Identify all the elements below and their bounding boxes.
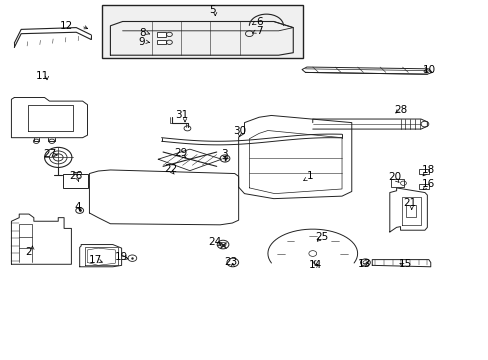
Text: 7: 7	[255, 26, 262, 36]
Circle shape	[313, 260, 320, 265]
Text: 12: 12	[60, 21, 73, 31]
Bar	[157, 40, 165, 44]
Bar	[157, 32, 165, 37]
Text: 29: 29	[174, 148, 187, 158]
Text: 19: 19	[115, 252, 128, 262]
Text: 16: 16	[421, 179, 434, 189]
Text: 4: 4	[74, 202, 81, 212]
Text: 23: 23	[224, 257, 237, 267]
Text: 27: 27	[43, 149, 56, 159]
Bar	[63, 174, 88, 188]
Bar	[406, 205, 415, 217]
Text: 25: 25	[314, 232, 327, 242]
Bar	[418, 184, 428, 189]
Text: 28: 28	[393, 105, 407, 115]
Text: 13: 13	[357, 259, 370, 269]
Text: 22: 22	[163, 164, 177, 174]
Text: 21: 21	[403, 198, 416, 208]
Text: 5: 5	[209, 5, 216, 15]
Text: 31: 31	[175, 111, 188, 121]
Text: 1: 1	[306, 171, 313, 181]
Bar	[102, 5, 303, 58]
Text: 17: 17	[89, 255, 102, 265]
Text: 8: 8	[139, 28, 145, 38]
Text: 20: 20	[387, 172, 401, 182]
Text: 2: 2	[25, 247, 32, 257]
Bar	[418, 168, 428, 174]
Text: 15: 15	[398, 259, 411, 269]
Text: 14: 14	[308, 260, 321, 270]
Bar	[390, 179, 404, 187]
Text: 26: 26	[69, 171, 83, 181]
Text: 11: 11	[36, 71, 49, 81]
Text: 24: 24	[208, 237, 222, 247]
Text: 18: 18	[421, 165, 434, 175]
Text: 30: 30	[233, 126, 245, 135]
Text: 3: 3	[220, 149, 227, 159]
Text: 6: 6	[255, 17, 262, 27]
Text: 10: 10	[423, 64, 435, 75]
Text: 9: 9	[139, 37, 145, 47]
